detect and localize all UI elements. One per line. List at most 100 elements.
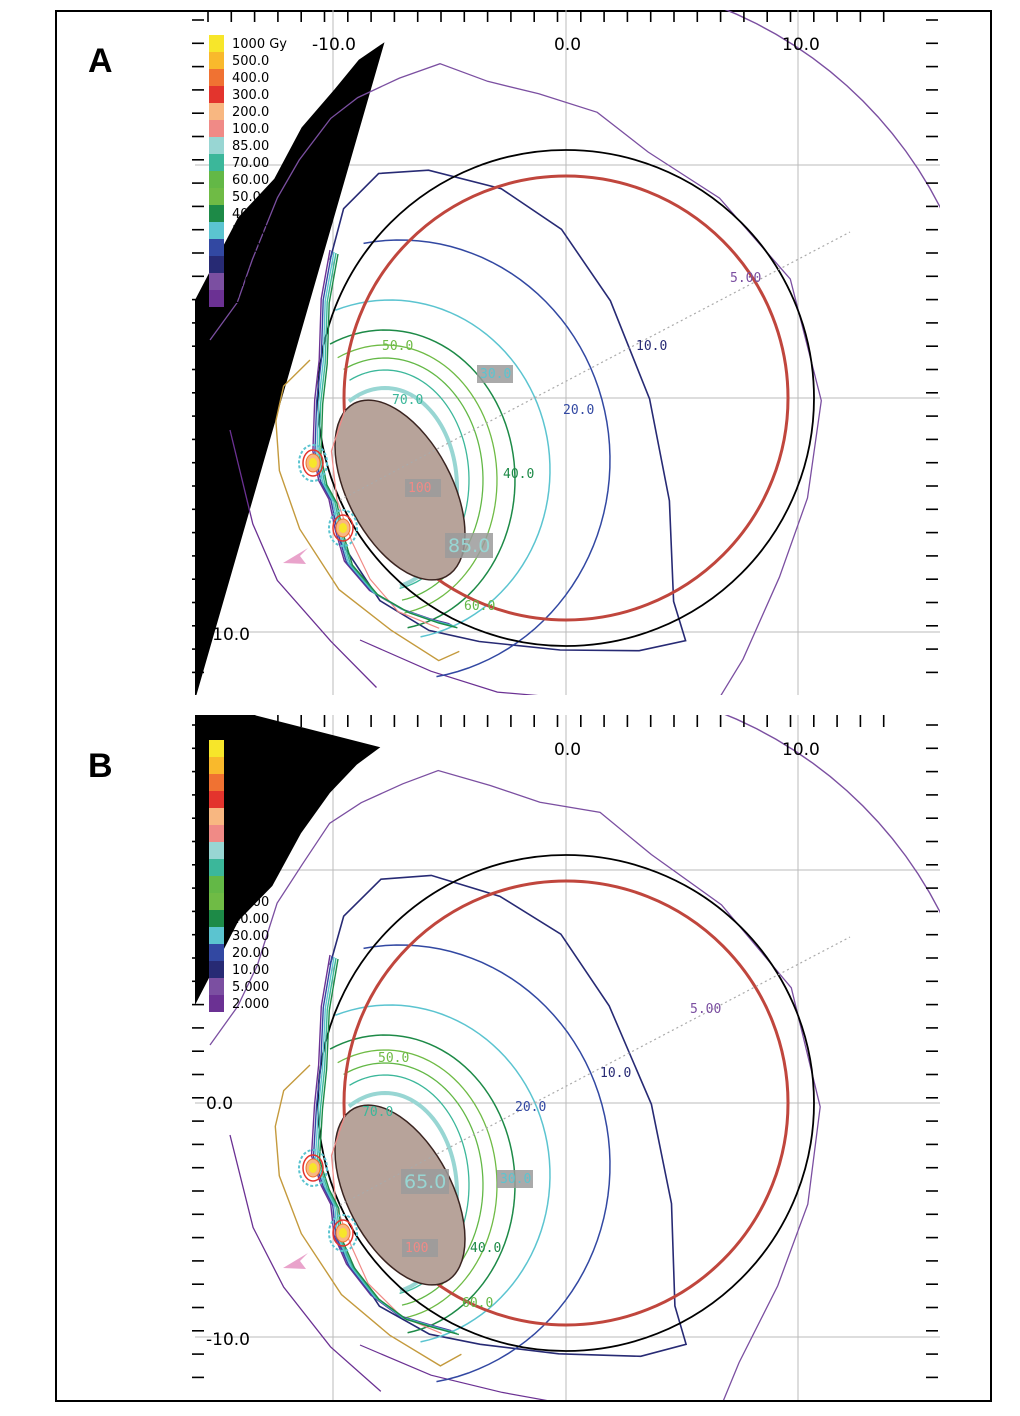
hotspot-ring-1	[328, 509, 358, 547]
isodose-2-lower	[229, 1134, 382, 1392]
contour-label: 100	[408, 481, 431, 496]
contour-label: 40.0	[503, 467, 534, 482]
isodose-30	[335, 299, 551, 638]
legend-swatch	[209, 876, 224, 893]
contour-label: 50.0	[378, 1051, 409, 1066]
x-tick-label: 10.0	[782, 740, 820, 760]
isodose-200	[274, 1064, 462, 1367]
legend-swatch	[209, 239, 224, 256]
contour-label: 5.00	[690, 1002, 721, 1017]
contour-label: 60.0	[464, 599, 495, 614]
contour-label: 20.0	[515, 1100, 546, 1115]
legend-swatch	[209, 205, 224, 222]
direction-arrow	[283, 1253, 308, 1269]
legend-label: 60.00	[232, 878, 269, 893]
isodose-30	[335, 1004, 551, 1343]
ptv-circle	[342, 174, 790, 622]
legend-swatch	[209, 188, 224, 205]
legend-label: 50.00	[232, 895, 269, 910]
legend-swatch	[209, 740, 224, 757]
contour-label-box	[497, 1170, 533, 1188]
panel-a: 5.00 10.0 20.0 30.0 40.0 50.0 60.0 70.0 85.0 100 -…	[88, 10, 940, 695]
contour-label-box	[477, 365, 513, 383]
legend-label: 65.00	[232, 844, 269, 859]
legend-swatch	[209, 222, 224, 239]
legend-swatch	[209, 978, 224, 995]
legend-swatch	[209, 137, 224, 154]
isodose-50	[337, 1049, 498, 1319]
contour-label: 10.0	[636, 339, 667, 354]
plot-area: 5.00 10.0 20.0 30.0 40.0 50.0 60.0 70.0 65.0 100	[195, 715, 940, 1400]
legend-swatch	[209, 273, 224, 290]
y-tick-label: 0.0	[206, 389, 233, 409]
legend-swatch	[209, 910, 224, 927]
legend-label: 60.00	[232, 173, 269, 188]
legend-swatch	[209, 171, 224, 188]
isodose-10	[329, 874, 688, 1358]
isodose-2-arc	[724, 715, 940, 914]
legend-swatch	[209, 774, 224, 791]
legend-swatch	[209, 757, 224, 774]
x-tick-label: 10.0	[782, 35, 820, 55]
isodose-40	[329, 329, 516, 629]
catheter-axis	[339, 936, 851, 1206]
legend-label: 300.0	[232, 793, 269, 808]
hotspot-ring-1	[328, 1214, 358, 1252]
panel-b: 5.00 10.0 20.0 30.0 40.0 50.0 60.0 70.0 65.0 100 -…	[88, 715, 940, 1400]
y-tick-label: -10.0	[206, 625, 250, 645]
legend-swatch	[209, 961, 224, 978]
hotspot-300-0	[302, 449, 324, 477]
contour-label-box	[402, 1239, 438, 1257]
legend-label: 2.000	[232, 292, 269, 307]
legend-label: 400.0	[232, 776, 269, 791]
legend-label: 1000 Gy	[232, 742, 287, 757]
panel-letter: A	[88, 42, 113, 80]
isodose-5	[209, 63, 822, 695]
legend-label: 200.0	[232, 105, 269, 120]
legend-label: 40.00	[232, 207, 269, 222]
legend-label: 30.00	[232, 929, 269, 944]
isodose-10	[329, 169, 687, 652]
legend-label: 100.0	[232, 122, 269, 137]
legend-swatch	[209, 120, 224, 137]
legend-label: 85.00	[232, 139, 269, 154]
isodose-50	[337, 344, 498, 614]
isodose-2	[195, 715, 381, 1005]
legend-label: 70.00	[232, 861, 269, 876]
contour-label: 85.0	[448, 535, 490, 557]
legend-swatch	[209, 52, 224, 69]
hotspot-300-0	[302, 1154, 324, 1182]
contour-label: 70.0	[362, 1105, 393, 1120]
legend-swatch	[209, 842, 224, 859]
contour-label: 20.0	[563, 403, 594, 418]
x-tick-label: -10.0	[312, 740, 356, 760]
legend-label: 100.0	[232, 827, 269, 842]
x-tick-label: 0.0	[554, 35, 581, 55]
legend-swatch	[209, 859, 224, 876]
legend-label: 10.00	[232, 258, 269, 273]
legend-label: 70.00	[232, 156, 269, 171]
hotspot-1000-1	[339, 523, 347, 533]
legend-swatch	[209, 808, 224, 825]
isodose-2-lower	[229, 429, 377, 688]
contour-label: 30.0	[480, 367, 511, 382]
isodose-20	[363, 239, 611, 678]
contour-label: 70.0	[392, 393, 423, 408]
legend-swatch	[209, 35, 224, 52]
skin-band-4	[320, 253, 458, 629]
isodose-20	[363, 944, 611, 1383]
legend-label: 500.0	[232, 54, 269, 69]
panel-letter: B	[88, 747, 113, 785]
legend-label: 40.00	[232, 912, 269, 927]
isodose-100	[330, 409, 440, 629]
legend-swatch	[209, 256, 224, 273]
contour-label: 65.0	[404, 1171, 446, 1193]
legend-swatch	[209, 791, 224, 808]
legend-label: 500.0	[232, 759, 269, 774]
legend-label: 10.00	[232, 963, 269, 978]
y-tick-label: -10.0	[206, 1330, 250, 1350]
skin-band-4	[318, 958, 460, 1336]
legend-swatch	[209, 86, 224, 103]
x-tick-label: -10.0	[312, 35, 356, 55]
